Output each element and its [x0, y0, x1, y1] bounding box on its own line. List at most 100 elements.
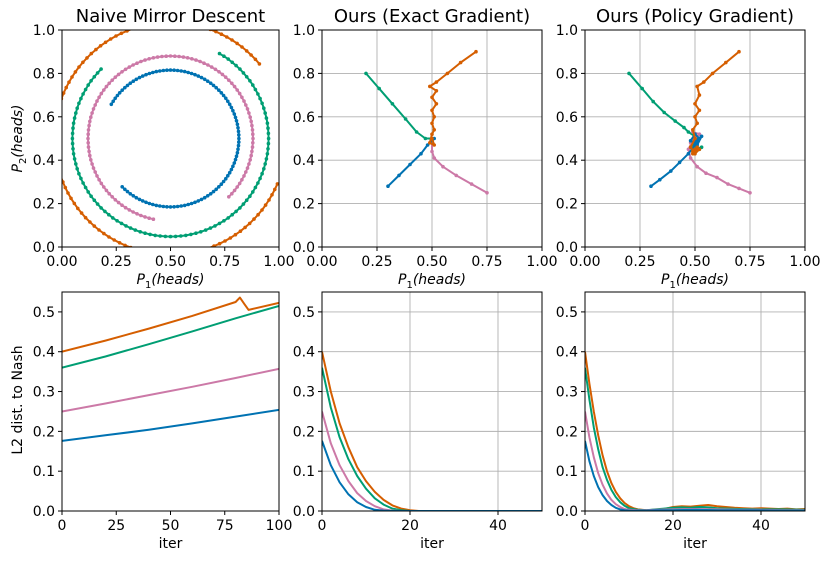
series-point-green [107, 212, 111, 217]
series-point-green [203, 228, 208, 232]
series-point-pink [688, 156, 693, 160]
series-point-orange [697, 93, 702, 97]
series-point-pink [227, 78, 231, 82]
panel-0: 0.00 0.25 0.50 0.75 1.00 0.0 0.2 0.4 0.6 0.8 1.0 Na… [10, 6, 295, 291]
x-tick-label: 40 [752, 518, 770, 534]
x-tick-label: 0.50 [416, 254, 447, 270]
series-point-pink [441, 164, 445, 169]
series-point-orange [56, 163, 60, 167]
series-point-green [640, 86, 644, 91]
series-point-pink [235, 88, 239, 92]
series-point-pink [151, 56, 156, 60]
y-tick-label: 1.0 [33, 23, 55, 39]
series-point-pink [248, 115, 252, 119]
y-tick-label: 0.3 [293, 385, 315, 401]
series-point-green [99, 67, 103, 71]
series-point-blue [233, 157, 238, 162]
series-point-green [403, 117, 408, 121]
series-point-pink [89, 115, 93, 119]
series-point-orange [691, 128, 695, 132]
series-point-orange [195, 250, 199, 254]
series-point-blue [425, 143, 430, 147]
series-point-orange [67, 80, 71, 84]
series-point-orange [85, 56, 89, 60]
series-point-blue [232, 112, 237, 116]
series-point-green [256, 92, 260, 96]
series-point-orange [428, 84, 432, 89]
series-point-orange [428, 141, 432, 145]
series-point-pink [164, 54, 168, 58]
series-point-orange [88, 220, 92, 224]
series-point-pink [242, 99, 246, 103]
series-point-orange [430, 132, 434, 136]
series-point-green [83, 87, 88, 92]
series-point-orange [434, 89, 439, 93]
x-tick-label: 0.75 [471, 254, 502, 270]
series-point-green [184, 233, 188, 238]
series-point-green [217, 221, 222, 226]
panel-title: Ours (Exact Gradient) [334, 6, 530, 27]
series-point-blue [179, 69, 183, 73]
series-point-orange [81, 60, 85, 65]
series-point-green [222, 219, 226, 223]
series-point-green [81, 181, 85, 185]
series-point-green [264, 157, 269, 161]
x-tick-label: 100 [266, 518, 293, 534]
series-point-orange [270, 193, 274, 197]
series-point-pink [227, 195, 231, 199]
series-point-orange [228, 236, 233, 240]
x-tick-label: 0 [318, 518, 327, 534]
series-point-blue [697, 136, 702, 141]
series-point-pink [91, 107, 96, 111]
x-tick-label: 0.25 [624, 254, 655, 270]
x-tick-label: 0.50 [679, 254, 710, 270]
series-point-orange [275, 182, 279, 186]
series-point-green [234, 209, 238, 214]
series-point-blue [231, 164, 235, 169]
series-point-pink [88, 119, 92, 124]
series-point-pink [110, 195, 114, 199]
series-point-blue [237, 140, 241, 144]
series-point-blue [140, 74, 145, 78]
series-point-pink [237, 91, 242, 96]
series-point-blue [131, 79, 136, 83]
y-tick-label: 0.1 [33, 464, 55, 480]
x-tick-label: 1.00 [263, 254, 294, 270]
series-point-blue [219, 182, 224, 186]
series-point-blue [686, 151, 691, 156]
series-point-green [194, 231, 198, 235]
series-point-orange [117, 241, 122, 245]
axes-frame [321, 291, 543, 512]
panel-5: 0 20 40 0.0 0.1 0.2 0.3 0.4 0.5 iter [556, 291, 806, 552]
series-point-green [253, 185, 258, 190]
series-point-pink [95, 99, 99, 103]
x-tick-label: 1.00 [526, 254, 557, 270]
series-point-pink [213, 67, 218, 72]
series-point-pink [113, 75, 118, 79]
series-point-pink [147, 57, 151, 61]
panel-2: 0.00 0.25 0.50 0.75 1.00 0.0 0.2 0.4 0.6 0.8 1.0 Ou… [556, 6, 821, 291]
series-point-orange [267, 198, 271, 202]
series-point-pink [91, 166, 96, 170]
series-point-blue [202, 77, 207, 82]
shared-ylabel-bottom: L2 dist. to Nash [10, 345, 26, 454]
series-point-blue [219, 91, 224, 95]
series-point-green [128, 226, 133, 230]
series-point-pink [95, 174, 99, 178]
series-point-green [627, 71, 631, 76]
series-point-blue [123, 85, 127, 90]
series-point-blue [179, 204, 183, 208]
series-point-blue [688, 138, 693, 143]
series-point-blue [408, 162, 412, 167]
x-tick-label: 0.50 [155, 254, 186, 270]
series-point-orange [430, 108, 434, 113]
y-tick-label: 1.0 [556, 23, 578, 39]
series-point-blue [236, 126, 240, 130]
series-point-orange [102, 231, 106, 236]
series-point-pink [245, 166, 250, 170]
series-point-pink [151, 217, 156, 221]
y-tick-label: 0.8 [293, 66, 315, 82]
series-point-orange [244, 49, 249, 53]
series-point-pink [237, 181, 242, 186]
series-point-pink [86, 132, 90, 136]
